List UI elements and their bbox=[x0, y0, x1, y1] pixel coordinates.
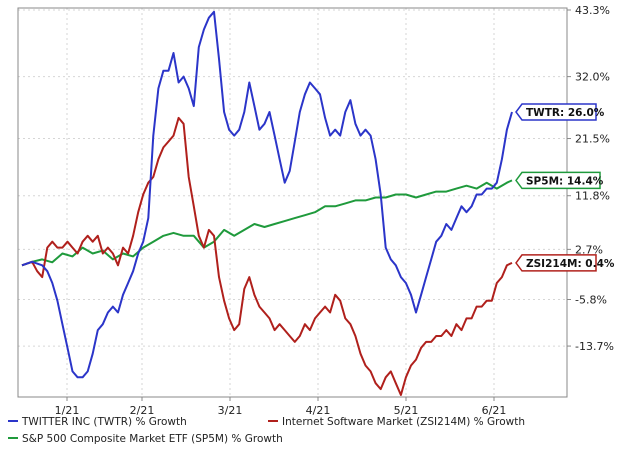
legend-item-1: Internet Software Market (ZSI214M) % Gro… bbox=[268, 416, 525, 428]
y-tick-label: 11.8% bbox=[575, 190, 610, 203]
end-tag-box bbox=[515, 254, 597, 272]
end-tag-1: ZSI214M: 0.4% bbox=[515, 254, 615, 272]
end-tag-box bbox=[515, 103, 597, 121]
end-tag-2: SP5M: 14.4% bbox=[515, 171, 604, 190]
legend-item-0: TWITTER INC (TWTR) % Growth bbox=[8, 416, 187, 428]
y-tick-label: 21.5% bbox=[575, 133, 610, 146]
end-tag-label: TWTR: 26.0% bbox=[526, 107, 605, 119]
axes: 43.3% 32.0% 21.5% 11.8% 2.7% -5.8% -13.7% 1/21 2… bbox=[17, 4, 614, 417]
y-tick-label: -5.8% bbox=[575, 293, 607, 306]
series-line-2 bbox=[21, 179, 513, 267]
series-line-1 bbox=[21, 116, 513, 396]
end-value-tags: TWTR: 26.0% ZSI214M: 0.4% SP5M: 14.4% bbox=[515, 103, 615, 272]
x-tick-label: 1/21 bbox=[55, 404, 80, 417]
x-tick-label: 2/21 bbox=[130, 404, 155, 417]
legend-label: Internet Software Market (ZSI214M) % Gro… bbox=[282, 416, 525, 428]
x-tick-label: 4/21 bbox=[306, 404, 331, 417]
end-tag-0: TWTR: 26.0% bbox=[515, 103, 605, 121]
y-tick-label: 32.0% bbox=[575, 71, 610, 84]
series-line-0 bbox=[21, 10, 513, 379]
x-tick-label: 5/21 bbox=[394, 404, 419, 417]
y-tick-label: 2.7% bbox=[575, 243, 603, 256]
series-lines bbox=[21, 10, 513, 396]
x-tick-label: 6/21 bbox=[482, 404, 507, 417]
legend-item-2: S&P 500 Composite Market ETF (SP5M) % Gr… bbox=[8, 433, 283, 445]
x-tick-label: 3/21 bbox=[218, 404, 243, 417]
legend-label: S&P 500 Composite Market ETF (SP5M) % Gr… bbox=[22, 433, 283, 445]
plot-frame bbox=[17, 7, 568, 398]
legend: TWITTER INC (TWTR) % Growth Internet Soft… bbox=[8, 416, 525, 445]
y-tick-label: -13.7% bbox=[575, 340, 614, 353]
legend-label: TWITTER INC (TWTR) % Growth bbox=[21, 416, 187, 428]
y-tick-label: 43.3% bbox=[575, 4, 610, 17]
end-tag-label: SP5M: 14.4% bbox=[526, 175, 604, 187]
end-tag-label: ZSI214M: 0.4% bbox=[526, 258, 615, 270]
end-tag-box bbox=[515, 171, 601, 190]
